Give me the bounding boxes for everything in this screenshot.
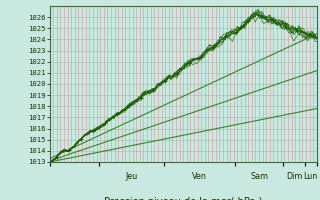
Text: Ven: Ven: [192, 172, 207, 181]
Text: Lun: Lun: [304, 172, 318, 181]
Text: Pression niveau de la mer( hPa ): Pression niveau de la mer( hPa ): [104, 196, 262, 200]
Text: Dim: Dim: [286, 172, 302, 181]
Text: Jeu: Jeu: [126, 172, 138, 181]
Text: Sam: Sam: [250, 172, 268, 181]
